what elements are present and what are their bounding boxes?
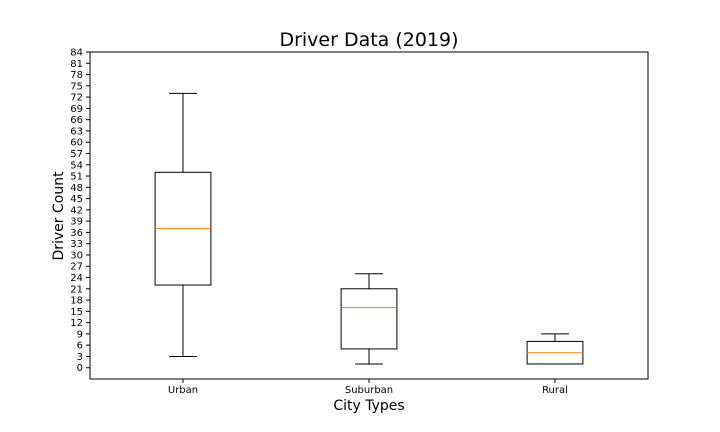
box-rural (526, 333, 584, 365)
y-tick-label: 72 (70, 93, 83, 104)
y-tick-label: 81 (70, 59, 83, 70)
y-tick-label: 36 (70, 228, 83, 239)
y-tick-label: 48 (70, 183, 83, 194)
y-tick-label: 30 (70, 250, 83, 261)
y-tick-label: 0 (77, 363, 83, 374)
y-tick-label: 60 (70, 138, 83, 149)
y-axis-label: Driver Count (51, 171, 67, 261)
y-tick-label: 78 (70, 70, 83, 81)
y-tick-label: 27 (70, 262, 83, 273)
y-tick-label: 33 (70, 239, 83, 250)
box-urban (154, 92, 212, 357)
y-tick-label: 51 (70, 172, 83, 183)
chart-title: Driver Data (2019) (279, 29, 458, 51)
plot-area-frame (89, 51, 649, 380)
x-tick-label: Rural (542, 385, 568, 396)
y-tick-label: 75 (70, 81, 83, 92)
y-tick-label: 39 (70, 217, 83, 228)
y-tick-label: 57 (70, 149, 83, 160)
y-tick-label: 9 (77, 329, 83, 340)
y-tick-label: 15 (70, 307, 83, 318)
axis-ticks: 0369121518212427303336394245485154576063… (70, 48, 568, 397)
y-tick-label: 18 (70, 296, 83, 307)
iqr-box (340, 288, 398, 350)
y-tick-label: 42 (70, 205, 83, 216)
x-tick-label: Suburban (345, 385, 393, 396)
y-tick-label: 21 (70, 284, 83, 295)
y-tick-label: 3 (77, 352, 83, 363)
y-tick-label: 66 (70, 115, 83, 126)
y-tick-label: 54 (70, 160, 83, 171)
y-tick-label: 45 (70, 194, 83, 205)
y-tick-label: 12 (70, 318, 83, 329)
y-tick-label: 69 (70, 104, 83, 115)
y-tick-label: 84 (70, 48, 83, 59)
boxes (154, 92, 584, 365)
box-suburban (340, 273, 398, 365)
y-tick-label: 24 (70, 273, 83, 284)
x-axis-label: City Types (333, 398, 404, 414)
y-tick-label: 63 (70, 126, 83, 137)
x-tick-label: Urban (168, 385, 198, 396)
y-tick-label: 6 (77, 341, 83, 352)
